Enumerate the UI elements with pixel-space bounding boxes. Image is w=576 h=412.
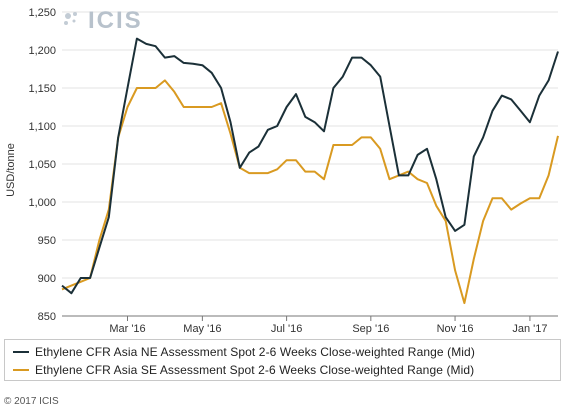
- legend-label-ne: Ethylene CFR Asia NE Assessment Spot 2-6…: [35, 345, 475, 359]
- y-tick-label: 900: [38, 273, 56, 285]
- y-tick-label: 950: [38, 235, 56, 247]
- legend-label-se: Ethylene CFR Asia SE Assessment Spot 2-6…: [35, 363, 475, 377]
- chart-legend: Ethylene CFR Asia NE Assessment Spot 2-6…: [4, 339, 561, 381]
- legend-item-ne[interactable]: Ethylene CFR Asia NE Assessment Spot 2-6…: [13, 343, 475, 361]
- y-axis-ticks: 850 900 950 1,000 1,050 1,100 1,150 1,200 1,250: [28, 7, 56, 323]
- series-lines: [61, 37, 559, 305]
- series-line-ne[interactable]: [61, 37, 559, 295]
- logo-sparkle-icon: [64, 12, 77, 25]
- x-tick-label: May '16: [183, 323, 221, 335]
- legend-swatch-se: [13, 369, 29, 371]
- y-tick-label: 1,100: [28, 121, 56, 133]
- x-tick-label: Sep '16: [352, 323, 389, 335]
- x-axis-ticks: Mar '16 May '16 Jul '16 Sep '16 Nov '16 Jan '…: [109, 316, 547, 335]
- icis-logo: ICIS: [62, 7, 143, 35]
- copyright-notice: © 2017 ICIS: [4, 396, 59, 407]
- y-tick-label: 1,200: [28, 45, 56, 57]
- y-tick-label: 1,000: [28, 197, 56, 209]
- y-tick-label: 1,150: [28, 83, 56, 95]
- y-tick-label: 850: [38, 311, 56, 323]
- y-tick-label: 1,050: [28, 159, 56, 171]
- x-tick-label: Jan '17: [512, 323, 547, 335]
- grid-lines: [62, 11, 558, 317]
- y-axis-label: USD/tonne: [5, 143, 17, 197]
- y-tick-label: 1,250: [28, 7, 56, 19]
- series-line-se[interactable]: [61, 79, 559, 305]
- legend-swatch-ne: [13, 351, 29, 353]
- legend-item-se[interactable]: Ethylene CFR Asia SE Assessment Spot 2-6…: [13, 361, 474, 379]
- x-tick-label: Nov '16: [437, 323, 474, 335]
- x-tick-label: Mar '16: [109, 323, 145, 335]
- logo-text: ICIS: [88, 7, 143, 34]
- x-tick-label: Jul '16: [271, 323, 302, 335]
